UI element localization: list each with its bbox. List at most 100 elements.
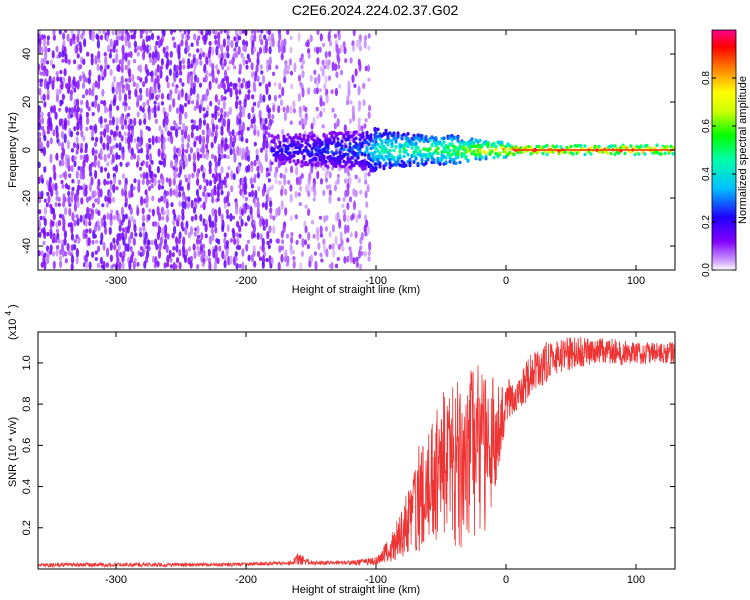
spectrogram-noise-cell bbox=[244, 196, 248, 202]
spectrogram-noise-cell bbox=[160, 101, 165, 106]
spectrogram-noise-cell bbox=[246, 126, 250, 131]
snr-data-point bbox=[453, 465, 455, 467]
spectrogram-noise-cell bbox=[250, 183, 255, 189]
spectrogram-noise-cell bbox=[281, 128, 285, 136]
spectrogram-noise-cell bbox=[267, 111, 271, 120]
spectrogram-noise-cell bbox=[334, 263, 339, 269]
spectrogram-noise-cell bbox=[133, 59, 137, 64]
spectrogram-noise-cell bbox=[261, 187, 265, 197]
snr-data-point bbox=[492, 444, 494, 447]
spectrogram-noise-cell bbox=[95, 136, 99, 143]
spectrogram-noise-cell bbox=[168, 177, 172, 188]
spectrogram-noise-cell bbox=[138, 231, 143, 238]
spectrogram-noise-cell bbox=[81, 172, 86, 180]
spectrogram-signal-cell bbox=[623, 151, 627, 156]
spectrogram-noise-cell bbox=[43, 79, 48, 90]
spectrogram-noise-cell bbox=[98, 30, 102, 35]
spectrogram-noise-cell bbox=[183, 254, 188, 264]
spectrogram-noise-cell bbox=[316, 46, 320, 55]
spectrogram-signal-cell bbox=[376, 142, 380, 147]
spectrogram-signal-cell bbox=[569, 144, 573, 149]
spectrogram-noise-cell bbox=[283, 76, 287, 84]
spectrogram-noise-cell bbox=[171, 252, 175, 257]
spectrogram-noise-cell bbox=[67, 112, 71, 120]
spectrogram-noise-cell bbox=[187, 94, 192, 101]
spectrogram-noise-cell bbox=[225, 240, 230, 246]
spectrogram-noise-cell bbox=[46, 129, 51, 135]
spectrogram-signal-cell bbox=[406, 152, 410, 157]
spectrogram-noise-cell bbox=[240, 218, 244, 227]
spectrogram-noise-cell bbox=[109, 68, 113, 76]
spectrogram-noise-cell bbox=[198, 104, 202, 114]
spectrogram-noise-cell bbox=[181, 152, 185, 162]
spectrogram-noise-cell bbox=[327, 31, 331, 42]
spectrogram-noise-cell bbox=[76, 34, 80, 43]
spectrogram-noise-cell bbox=[195, 188, 200, 197]
spectrogram-noise-cell bbox=[238, 184, 242, 189]
spectrogram-noise-cell bbox=[289, 35, 293, 41]
spectrogram-noise-cell bbox=[220, 166, 224, 174]
spectrogram-noise-cell bbox=[162, 136, 166, 144]
spectrogram-noise-cell bbox=[325, 248, 329, 258]
spectrogram-signal-cell bbox=[545, 152, 549, 157]
spectrogram-noise-cell bbox=[202, 249, 206, 258]
spectrogram-noise-cell bbox=[172, 208, 176, 215]
spectrogram-noise-cell bbox=[321, 68, 325, 77]
spectrogram-noise-cell bbox=[136, 154, 140, 163]
spectrogram-noise-cell bbox=[357, 214, 362, 219]
spectrogram-noise-cell bbox=[67, 75, 72, 84]
spectrogram-noise-cell bbox=[129, 118, 133, 125]
spectrogram-noise-cell bbox=[365, 201, 369, 209]
spectrogram-noise-cell bbox=[214, 214, 218, 224]
spectrogram-noise-cell bbox=[111, 116, 115, 126]
spectrogram-noise-cell bbox=[132, 153, 137, 160]
spectrogram-noise-cell bbox=[357, 85, 361, 96]
spectrogram-noise-cell bbox=[196, 48, 200, 53]
spectrogram-noise-cell bbox=[102, 142, 106, 151]
spectrogram-noise-cell bbox=[318, 215, 323, 220]
spectrogram-signal-cell bbox=[428, 138, 432, 143]
spectrogram-noise-cell bbox=[205, 56, 209, 66]
spectrogram-noise-cell bbox=[134, 88, 138, 98]
snr-data-point bbox=[388, 551, 390, 554]
spectrogram-noise-cell bbox=[223, 30, 227, 34]
spectrogram-signal-cell bbox=[371, 139, 375, 143]
spectrogram-signal-cell bbox=[374, 166, 378, 171]
spectrogram-noise-cell bbox=[70, 244, 74, 252]
spectrogram-noise-cell bbox=[76, 217, 80, 227]
spectrogram-noise-cell bbox=[237, 130, 241, 136]
spectrogram-noise-cell bbox=[157, 197, 161, 203]
spectrogram-noise-cell bbox=[113, 244, 117, 251]
spectrogram-noise-cell bbox=[97, 74, 101, 83]
spectrogram-noise-cell bbox=[99, 239, 103, 245]
spectrogram-signal-cell bbox=[665, 144, 669, 149]
spectrogram-noise-cell bbox=[358, 45, 362, 52]
spectrogram-noise-cell bbox=[140, 195, 144, 206]
spectrogram-noise-cell bbox=[175, 128, 179, 138]
spectrogram-noise-cell bbox=[52, 260, 56, 270]
spectrogram-signal-cell bbox=[358, 146, 362, 151]
spectrogram-noise-cell bbox=[55, 152, 59, 161]
spectrogram-signal-cell bbox=[369, 133, 373, 137]
spectrogram-noise-cell bbox=[127, 106, 131, 111]
spectrogram-noise-cell bbox=[259, 147, 264, 153]
spectrogram-noise-cell bbox=[331, 243, 335, 250]
spectrogram-noise-cell bbox=[270, 184, 274, 190]
spectrogram-noise-cell bbox=[73, 126, 77, 131]
spectrogram-noise-cell bbox=[180, 129, 184, 136]
spectrogram-noise-cell bbox=[90, 128, 95, 138]
spectrogram-signal-cell bbox=[430, 142, 434, 147]
spectrogram-noise-cell bbox=[215, 124, 219, 131]
spectrogram-noise-cell bbox=[63, 230, 67, 239]
spectrogram-noise-cell bbox=[211, 153, 215, 160]
spectrogram-noise-cell bbox=[46, 39, 50, 46]
spectrogram-noise-cell bbox=[43, 260, 47, 270]
spectrogram-noise-cell bbox=[292, 100, 296, 109]
spectrogram-noise-cell bbox=[62, 32, 66, 40]
spectrogram-noise-cell bbox=[58, 30, 62, 35]
spectrogram-noise-cell bbox=[79, 214, 83, 223]
spectrogram-noise-cell bbox=[112, 183, 116, 194]
spectrogram-noise-cell bbox=[43, 217, 47, 227]
spectrogram-noise-cell bbox=[45, 60, 50, 65]
spectrogram-noise-cell bbox=[261, 244, 265, 253]
